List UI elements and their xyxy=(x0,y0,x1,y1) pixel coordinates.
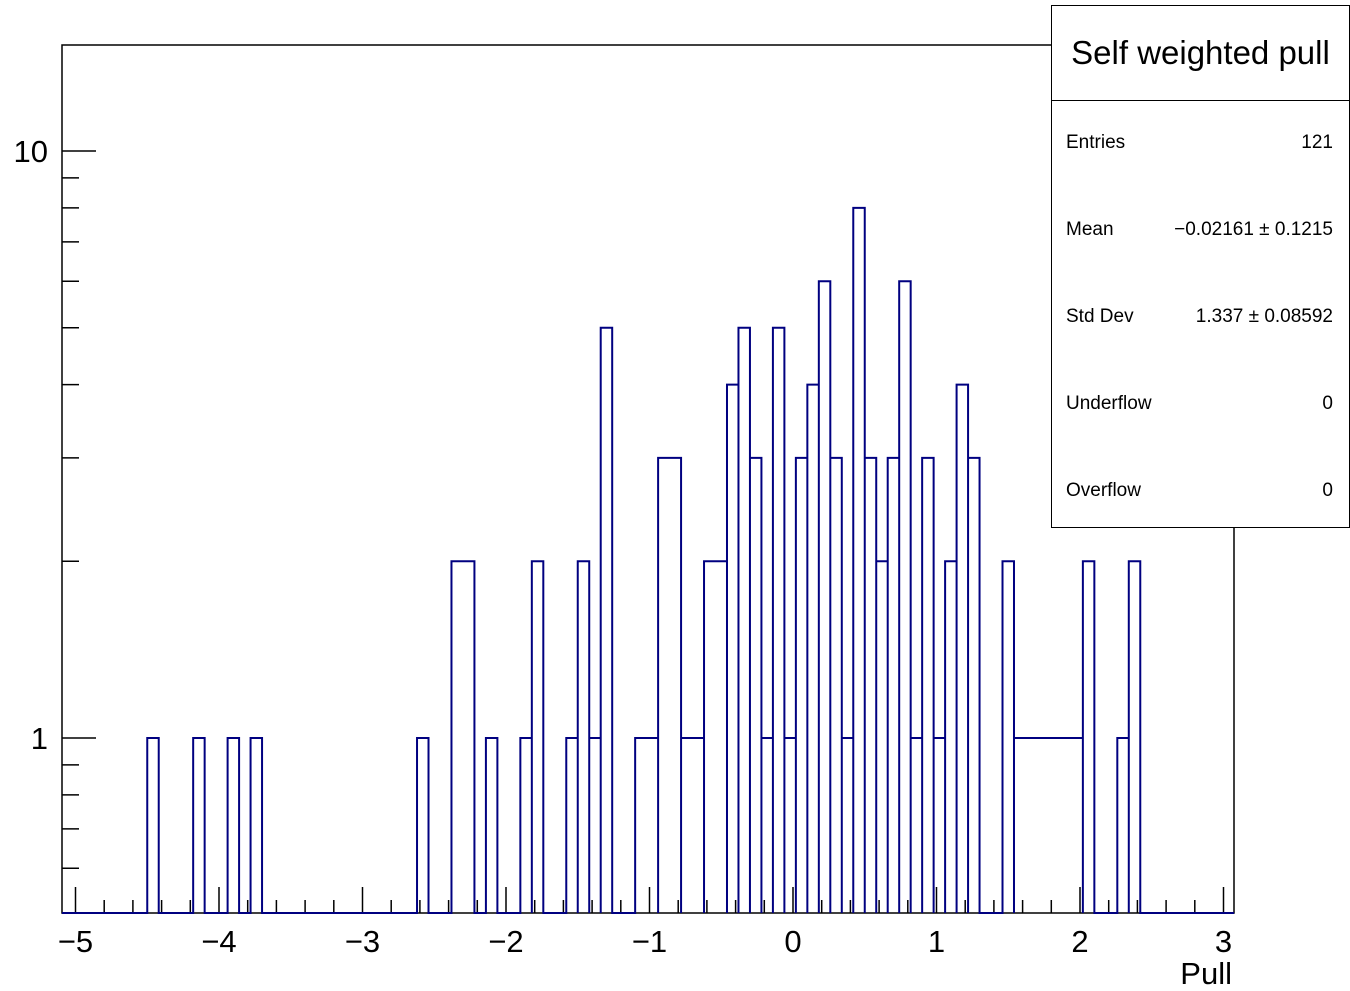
histogram-bin xyxy=(486,738,497,913)
histogram-bin xyxy=(796,458,807,913)
histogram-bin xyxy=(807,385,818,913)
x-tick-label: −3 xyxy=(345,924,380,959)
histogram-bin xyxy=(842,738,853,913)
histogram-bin xyxy=(761,738,772,913)
stats-row-std-dev: Std Dev 1.337 ± 0.08592 xyxy=(1066,302,1333,332)
histogram-bin xyxy=(417,738,428,913)
histogram-bin xyxy=(968,458,979,913)
stats-label: Mean xyxy=(1066,219,1114,240)
histogram-bin xyxy=(945,561,956,913)
histogram-bin xyxy=(228,738,239,913)
histogram-bins xyxy=(147,208,1140,913)
stats-value: 0 xyxy=(1322,480,1333,501)
histogram-bin xyxy=(853,208,864,913)
x-axis-label: Pull xyxy=(1180,956,1232,991)
x-tick-label: −4 xyxy=(201,924,236,959)
histogram-bin xyxy=(251,738,262,913)
histogram-bin xyxy=(773,328,784,913)
histogram-bin xyxy=(578,561,589,913)
histogram-bin xyxy=(888,458,899,913)
histogram-bin xyxy=(601,328,612,913)
histogram-bin xyxy=(1129,561,1140,913)
histogram-bin xyxy=(922,458,933,913)
histogram-line xyxy=(62,206,1234,914)
stats-row-mean: Mean −0.02161 ± 0.1215 xyxy=(1066,215,1333,245)
y-tick-label: 1 xyxy=(31,721,48,756)
y-tick-label: 10 xyxy=(14,134,48,169)
histogram-bin xyxy=(635,738,658,913)
histogram-bin xyxy=(451,561,474,913)
histogram-bin xyxy=(738,328,749,913)
histogram-bin xyxy=(830,458,841,913)
stats-value: −0.02161 ± 0.1215 xyxy=(1174,219,1333,240)
histogram-bin xyxy=(876,561,887,913)
histogram-bin xyxy=(934,738,945,913)
stats-label: Entries xyxy=(1066,132,1126,153)
x-tick-label: −5 xyxy=(58,924,93,959)
x-tick-label: 0 xyxy=(784,924,801,959)
histogram-bin xyxy=(865,458,876,913)
histogram-bin xyxy=(520,738,531,913)
stats-value: 1.337 ± 0.08592 xyxy=(1195,306,1333,327)
stats-row-underflow: Underflow 0 xyxy=(1066,389,1333,419)
stats-value: 0 xyxy=(1322,393,1333,414)
x-axis-ticks: −5 −4 −3 −2 −1 0 1 2 3 xyxy=(58,887,1232,959)
stats-label: Underflow xyxy=(1066,393,1152,414)
histogram-bin xyxy=(193,738,204,913)
histogram-bin xyxy=(727,385,738,913)
histogram-bin xyxy=(1014,738,1083,913)
histogram-bin xyxy=(819,281,830,913)
x-tick-label: −1 xyxy=(632,924,667,959)
histogram-bin xyxy=(589,738,600,913)
stats-box: Self weighted pull Entries 121 Mean −0.0… xyxy=(1051,5,1350,528)
histogram-bin xyxy=(1083,561,1094,913)
stats-title: Self weighted pull xyxy=(1052,6,1349,101)
x-tick-label: 2 xyxy=(1071,924,1088,959)
stats-label: Overflow xyxy=(1066,480,1141,501)
histogram-bin xyxy=(957,385,968,913)
histogram-bin xyxy=(704,561,727,913)
histogram-bin xyxy=(147,738,158,913)
stats-label: Std Dev xyxy=(1066,306,1134,327)
histogram-bin xyxy=(1003,561,1014,913)
histogram-bin xyxy=(532,561,543,913)
histogram-bin xyxy=(899,281,910,913)
histogram-bin xyxy=(658,458,681,913)
x-tick-label: 1 xyxy=(928,924,945,959)
histogram-bin xyxy=(566,738,577,913)
histogram-bin xyxy=(784,738,795,913)
stats-value: 121 xyxy=(1301,132,1333,153)
stats-row-overflow: Overflow 0 xyxy=(1066,476,1333,506)
histogram-bin xyxy=(1117,738,1128,913)
histogram-bin xyxy=(911,738,922,913)
stats-row-entries: Entries 121 xyxy=(1066,128,1333,158)
histogram-bin xyxy=(681,738,704,913)
x-tick-label: 3 xyxy=(1215,924,1232,959)
y-axis-ticks: 1 10 xyxy=(14,134,96,869)
histogram-bin xyxy=(750,458,761,913)
x-tick-label: −2 xyxy=(488,924,523,959)
